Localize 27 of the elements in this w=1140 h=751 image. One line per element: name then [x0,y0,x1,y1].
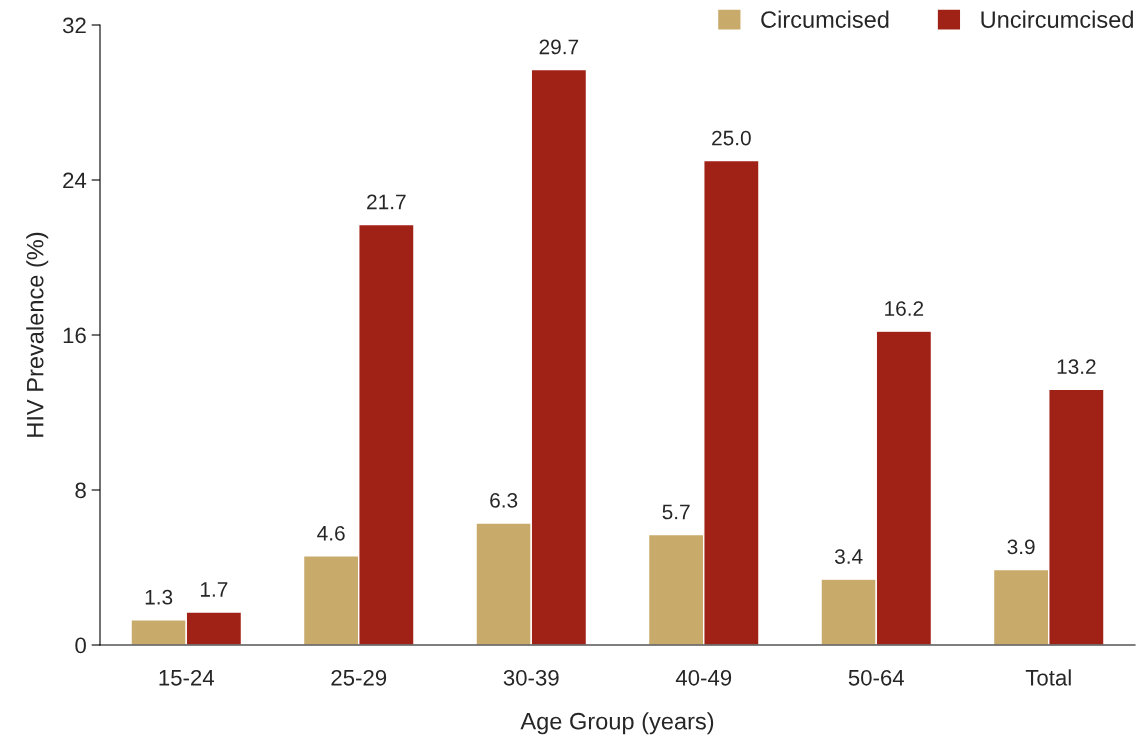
x-tick-label: 50-64 [848,669,905,686]
x-tick-label: Total [1025,669,1071,686]
y-tick-label: 8 [75,482,86,499]
data-label: 3.4 [834,549,863,564]
data-label: 6.3 [490,492,518,508]
y-tick-label: 32 [62,17,86,34]
x-tick-label: 25-29 [331,669,387,686]
data-label: 29.7 [539,39,579,55]
data-label: 3.9 [1007,539,1035,555]
legend-label: Uncircumcised [981,10,1133,28]
y-tick-label: 16 [63,327,86,344]
data-label: 25.0 [712,130,751,146]
data-label: 4.6 [317,525,345,541]
data-label: 16.2 [885,301,924,316]
data-label: 21.7 [367,194,406,210]
y-tick-label: 0 [75,637,86,654]
data-label: 1.3 [145,589,173,605]
x-axis-title: Age Group (years) [520,712,714,735]
x-tick-label: 40-49 [675,669,732,686]
x-tick-label: 15-24 [159,669,215,686]
x-tick-label: 30-39 [503,669,559,686]
legend-label: Circumcised [761,10,889,28]
data-label: 13.2 [1057,359,1096,375]
data-label: 1.7 [200,582,228,597]
y-axis-title: HIV Prevalence (%) [26,232,49,437]
data-label: 5.7 [662,504,690,520]
y-tick-label: 24 [63,172,87,189]
